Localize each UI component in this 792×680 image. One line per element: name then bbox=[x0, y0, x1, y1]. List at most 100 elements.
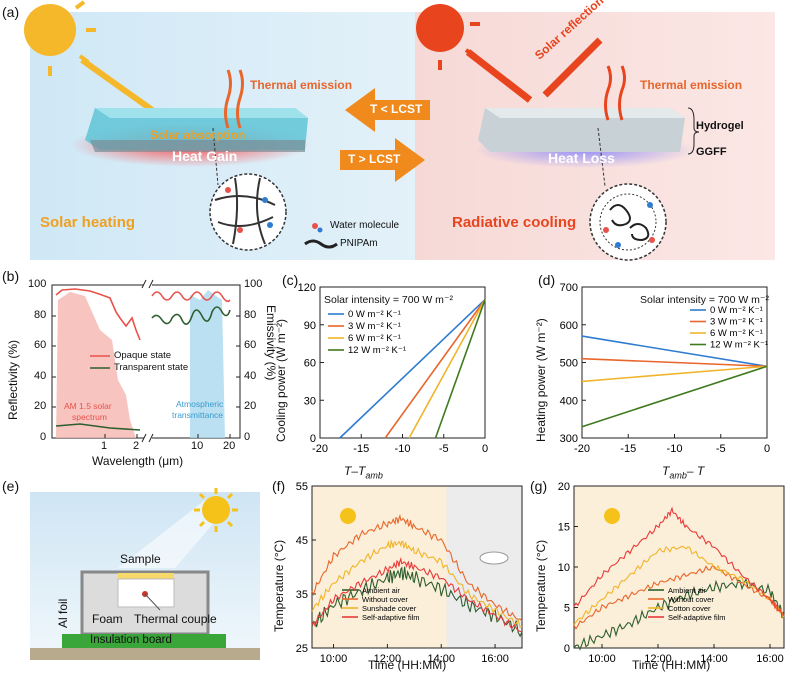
f-xlabel: Time (HH:MM) bbox=[368, 658, 447, 672]
g-ytick-label: 15 bbox=[558, 522, 570, 534]
c-title: Solar intensity = 700 W m⁻² bbox=[324, 294, 453, 306]
panel-b-label: (b) bbox=[2, 268, 20, 284]
g-xtick-label: 16:00 bbox=[756, 653, 784, 665]
c-xtick-label: -15 bbox=[353, 443, 369, 455]
panel-e bbox=[30, 488, 260, 660]
b-xtick-2: 2 bbox=[133, 440, 140, 452]
ggff-label: GGFF bbox=[696, 146, 727, 158]
solar-heating-title: Solar heating bbox=[40, 214, 136, 231]
b-ytick-100: 100 bbox=[28, 278, 47, 290]
g-plot-bg bbox=[574, 486, 784, 648]
b-ylabel-left: Reflectivity (%) bbox=[6, 339, 20, 420]
d-ylabel: Heating power (W m⁻²) bbox=[534, 318, 548, 442]
d-series-line bbox=[581, 365, 768, 383]
c-ytick-label: 60 bbox=[304, 358, 316, 370]
insulation-board bbox=[62, 634, 226, 648]
b-ytick-r-0: 0 bbox=[244, 431, 251, 443]
panel-b bbox=[51, 279, 241, 443]
f-ylabel: Temperature (°C) bbox=[272, 539, 286, 632]
heat-loss-label: Heat Loss bbox=[548, 150, 615, 166]
b-annot-trans: transmittance bbox=[172, 410, 224, 420]
thermal-emission-left: Thermal emission bbox=[250, 78, 353, 92]
f-ytick-label: 25 bbox=[296, 643, 308, 655]
g-series-line bbox=[573, 565, 785, 630]
g-series-line bbox=[573, 577, 785, 651]
b-ytick-r-20: 20 bbox=[244, 400, 257, 412]
am15-spectrum bbox=[56, 292, 136, 438]
f-ytick-label: 45 bbox=[296, 535, 308, 547]
c-series-line bbox=[384, 299, 486, 439]
c-xtick-label: -5 bbox=[439, 443, 449, 455]
c-series-line bbox=[408, 299, 486, 439]
b-ytick-40: 40 bbox=[34, 370, 47, 382]
f-series-line bbox=[311, 513, 523, 622]
sun-icon bbox=[24, 0, 96, 76]
hydrogel-bracket bbox=[687, 107, 700, 155]
f-xtick-label: 10:00 bbox=[320, 653, 348, 665]
arrow-t-lt-lcst bbox=[345, 88, 430, 132]
gel-block-opaque bbox=[478, 108, 685, 152]
water-molecule-icon bbox=[312, 223, 318, 229]
panel-g-label: (g) bbox=[530, 478, 548, 494]
solar-absorption-label: Solar absorption bbox=[150, 128, 246, 142]
g-xtick-label: 12:00 bbox=[644, 653, 672, 665]
opaque-reflectivity-curve bbox=[55, 288, 141, 341]
g-legend-label: Ambient air bbox=[668, 586, 706, 595]
f-xtick-label: 16:00 bbox=[481, 653, 509, 665]
d-ytick-label: 500 bbox=[560, 358, 578, 370]
f-xtick-label: 12:00 bbox=[374, 653, 402, 665]
b-ytick-r-80: 80 bbox=[244, 309, 257, 321]
d-ytick-label: 700 bbox=[560, 282, 578, 294]
pnipam-label: PNIPAm bbox=[340, 238, 378, 249]
d-xtick-label: -20 bbox=[574, 443, 590, 455]
c-xtick-label: 0 bbox=[482, 443, 488, 455]
b-annot-am15: AM 1.5 solar bbox=[64, 401, 112, 411]
f-ytick-label: 55 bbox=[296, 481, 308, 493]
transparent-emissivity-curve bbox=[151, 306, 231, 325]
light-cone bbox=[118, 500, 225, 568]
c-legend-label: 3 W m⁻² K⁻¹ bbox=[348, 321, 401, 332]
d-ytick-label: 600 bbox=[560, 320, 578, 332]
g-ytick-label: 10 bbox=[558, 562, 570, 574]
heat-gain-label: Heat Gain bbox=[172, 148, 238, 164]
g-ylabel: Temperature (°C) bbox=[534, 539, 548, 632]
water-molecule-label: Water molecule bbox=[330, 220, 400, 231]
gel-top bbox=[95, 108, 308, 118]
atmospheric-window bbox=[190, 290, 225, 438]
b-ytick-80: 80 bbox=[34, 309, 47, 321]
d-legend-label: 6 W m⁻² K⁻¹ bbox=[710, 328, 763, 339]
ground bbox=[30, 648, 260, 660]
panel-c-label: (c) bbox=[282, 272, 299, 288]
c-ylabel: Cooling power (W m⁻²) bbox=[274, 318, 288, 442]
b-xlabel: Wavelength (μm) bbox=[92, 454, 184, 468]
f-sun-icon bbox=[340, 508, 356, 524]
b-ytick-r-40: 40 bbox=[244, 370, 257, 382]
f-plot-frame bbox=[311, 485, 523, 649]
f-legend-label: Sunshade cover bbox=[362, 604, 417, 613]
hydrogel-label: Hydrogel bbox=[696, 120, 744, 132]
sunlight-arrow bbox=[80, 57, 157, 115]
b-annot-atm: Atmospheric bbox=[176, 399, 224, 409]
reflection-arrow bbox=[542, 37, 603, 98]
b-legend-opaque: Opaque state bbox=[114, 350, 172, 361]
insulation-board-label: Insulation board bbox=[90, 634, 172, 646]
b-xtick-10: 10 bbox=[191, 440, 204, 452]
arrow-bottom-label: T > LCST bbox=[348, 152, 401, 166]
f-ytick-label: 35 bbox=[296, 589, 308, 601]
f-legend-label: Without cover bbox=[362, 595, 408, 604]
b-xtick-1: 1 bbox=[101, 440, 108, 452]
radiative-cooling-title: Radiative cooling bbox=[452, 214, 577, 231]
foam-label: Foam bbox=[92, 612, 123, 626]
d-title: Solar intensity = 700 W m⁻² bbox=[640, 294, 769, 306]
pnipam-network-icon bbox=[209, 173, 287, 251]
c-series-line bbox=[339, 299, 486, 439]
panel-e-label: (e) bbox=[2, 478, 20, 494]
thermal-emission-right: Thermal emission bbox=[640, 78, 743, 92]
b-ytick-0: 0 bbox=[40, 431, 47, 443]
d-xlabel: Tamb– T bbox=[662, 464, 705, 481]
g-xtick-label: 10:00 bbox=[588, 653, 616, 665]
g-series-line bbox=[573, 506, 785, 617]
collapsed-network-icon bbox=[589, 183, 667, 261]
d-xtick-label: -10 bbox=[667, 443, 683, 455]
